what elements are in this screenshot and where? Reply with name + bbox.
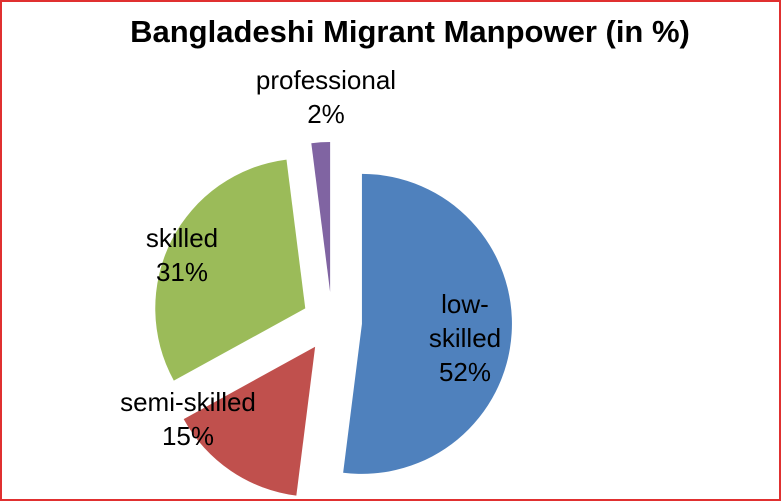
pie-slice (183, 346, 316, 496)
chart-title: Bangladeshi Migrant Manpower (in %) (130, 14, 690, 49)
pie-slice (155, 159, 306, 381)
label-line: low- (441, 289, 489, 319)
value-label: 2% (307, 99, 345, 129)
label-line: skilled (429, 323, 501, 353)
slice-label: low-skilled (429, 289, 501, 353)
pie-slice (311, 142, 331, 293)
slice-label: professional (256, 65, 396, 95)
pie-slice (343, 173, 512, 474)
value-label: 52% (439, 357, 491, 387)
value-label: 15% (162, 421, 214, 451)
slice-label: semi-skilled (120, 387, 256, 417)
slice-label: skilled (146, 223, 218, 253)
value-label: 31% (156, 257, 208, 287)
